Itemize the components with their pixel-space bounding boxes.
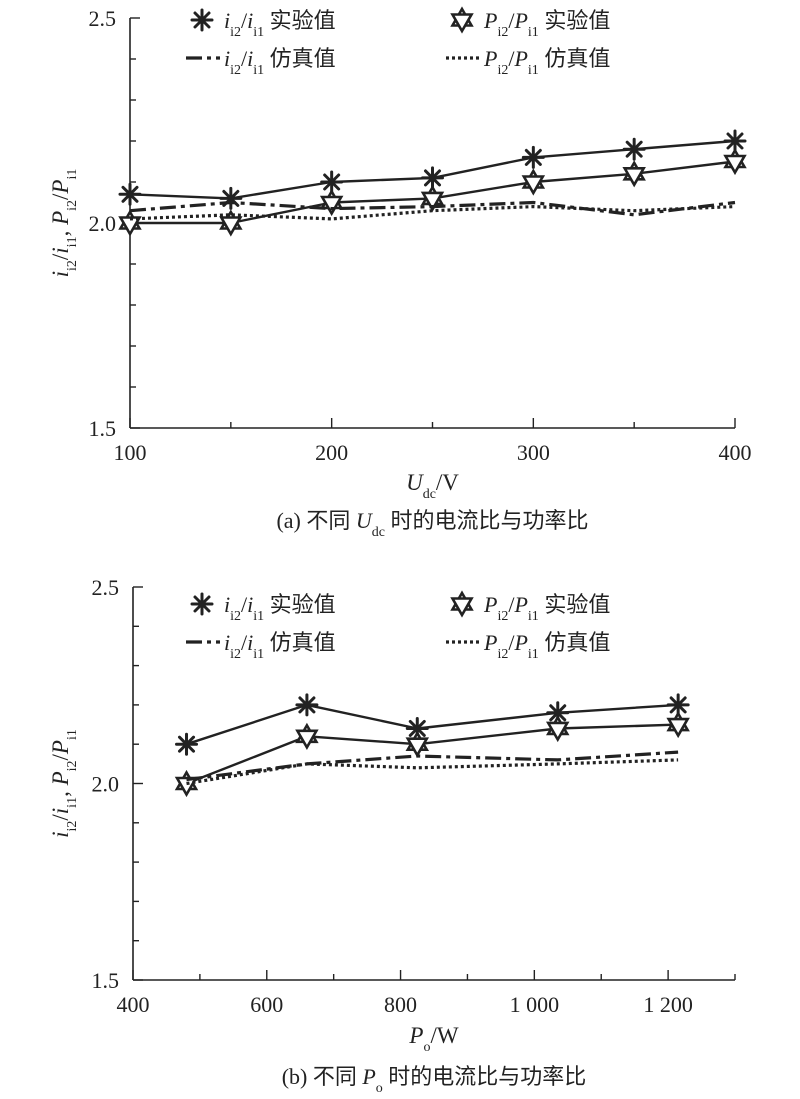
y-tick-label: 1.5 xyxy=(89,416,117,441)
data-point xyxy=(521,145,545,169)
x-tick-label: 600 xyxy=(250,992,283,1017)
data-point xyxy=(295,693,319,717)
data-point xyxy=(219,186,243,210)
legend-marker xyxy=(451,7,473,33)
chart-panel-a: 1.5 2.0 2.5 100 200 300 400 Udc/V ii2/ii1, Pi2/P… xyxy=(48,6,752,540)
x-tick-label: 400 xyxy=(117,992,150,1017)
legend-marker xyxy=(451,591,473,617)
series-line-3 xyxy=(186,758,679,786)
data-point xyxy=(522,169,545,195)
legend-entry-0: ii2/ii1 实验值 xyxy=(190,8,336,40)
x-tick-label: 300 xyxy=(517,440,550,465)
data-point xyxy=(220,210,242,236)
y-tick-label: 2.5 xyxy=(92,575,120,600)
x-tick-label: 200 xyxy=(315,440,348,465)
y-tick-label: 2.5 xyxy=(89,6,117,31)
series-line-0 xyxy=(186,703,679,746)
legend-entry-2: ii2/ii1 仿真值 xyxy=(186,630,336,662)
data-point xyxy=(296,724,318,749)
x-tick-label: 1 000 xyxy=(510,992,560,1017)
data-point xyxy=(119,210,141,236)
y-axis-title: ii2/ii1, Pi2/Pi1 xyxy=(48,169,80,278)
legend-marker xyxy=(190,8,214,32)
legend-label: Pi2/Pi1 实验值 xyxy=(483,592,610,624)
x-axis-title: Po/W xyxy=(408,1023,458,1055)
legend-label: ii2/ii1 仿真值 xyxy=(224,630,336,662)
series-line-2 xyxy=(129,200,736,217)
data-point xyxy=(622,137,646,161)
y-tick-label: 2.0 xyxy=(89,211,117,236)
legend-entry-0: ii2/ii1 实验值 xyxy=(190,592,336,624)
legend-marker xyxy=(190,592,214,616)
data-point xyxy=(118,182,142,206)
legend-entry-3: Pi2/Pi1 仿真值 xyxy=(446,630,610,662)
legend-label: ii2/ii1 仿真值 xyxy=(224,46,336,78)
legend-label: ii2/ii1 实验值 xyxy=(224,592,336,624)
y-tick-label: 1.5 xyxy=(92,968,120,993)
figure-caption: (b) 不同 Po 时的电流比与功率比 xyxy=(282,1064,587,1096)
y-axis-title: ii2/ii1, Pi2/Pi1 xyxy=(48,729,80,838)
legend-entry-1: Pi2/Pi1 实验值 xyxy=(451,591,610,624)
legend-entry-2: ii2/ii1 仿真值 xyxy=(186,46,336,78)
data-point xyxy=(667,712,689,737)
charts-root: 1.5 2.0 2.5 100 200 300 400 Udc/V ii2/ii1, Pi2/P… xyxy=(48,6,752,1096)
legend-label: Pi2/Pi1 仿真值 xyxy=(483,46,610,78)
x-tick-label: 800 xyxy=(384,992,417,1017)
data-point xyxy=(175,732,199,756)
data-point xyxy=(623,161,645,187)
series-line-2 xyxy=(186,750,679,782)
data-point xyxy=(724,149,746,174)
series-line-3 xyxy=(129,205,736,221)
legend-label: Pi2/Pi1 仿真值 xyxy=(483,630,610,662)
chart-panel-b: 1.5 2.0 2.5 400 600 800 1 000 1 200 Po/W ii2/ii1,… xyxy=(48,575,736,1096)
y-tick-label: 2.0 xyxy=(92,772,120,797)
series-line-1 xyxy=(186,723,679,785)
x-axis-title: Udc/V xyxy=(406,470,459,502)
legend-entry-1: Pi2/Pi1 实验值 xyxy=(451,7,610,40)
legend-label: Pi2/Pi1 实验值 xyxy=(483,8,610,40)
x-tick-label: 100 xyxy=(114,440,147,465)
x-tick-label: 400 xyxy=(719,440,752,465)
data-point xyxy=(320,190,343,215)
figure-caption: (a) 不同 Udc 时的电流比与功率比 xyxy=(276,508,588,540)
x-tick-label: 1 200 xyxy=(643,992,693,1017)
legend-label: ii2/ii1 实验值 xyxy=(224,8,336,40)
legend-entry-3: Pi2/Pi1 仿真值 xyxy=(446,46,610,78)
